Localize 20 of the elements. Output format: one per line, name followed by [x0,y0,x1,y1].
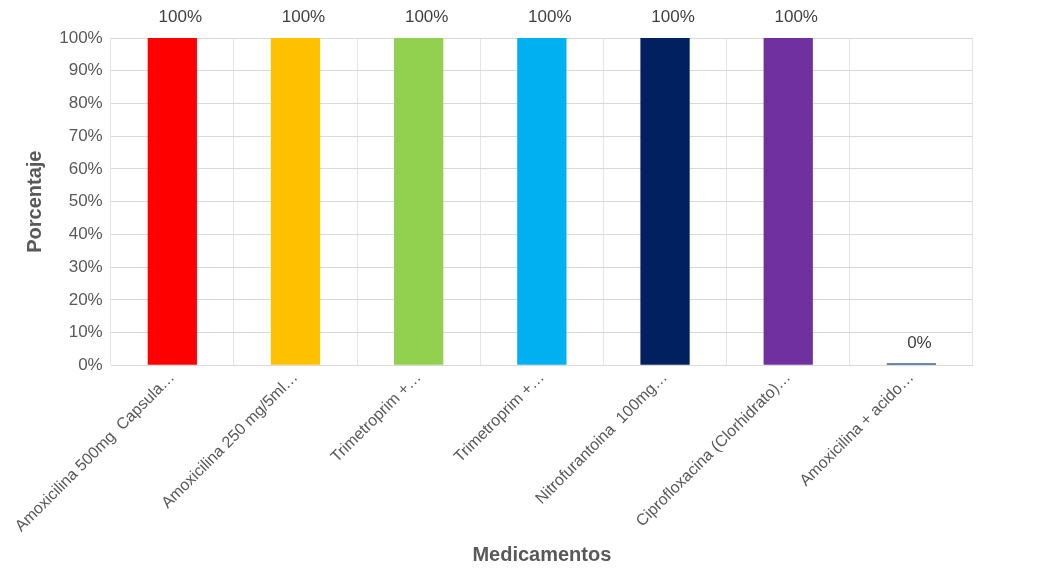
data-label: 100% [528,7,572,27]
data-label: 100% [281,7,326,27]
y-tick-label: 90% [68,60,103,80]
data-label: 100% [158,7,203,27]
y-tick-label: 20% [68,289,103,309]
y-tick-label: 60% [68,158,103,178]
y-tick-label: 50% [68,191,103,211]
y-tick-label: 80% [68,93,103,113]
y-tick-label: 10% [68,322,103,342]
x-axis-title: Medicamentos [472,542,612,565]
data-label: 100% [651,7,695,27]
y-axis-title: Porcentaje [22,150,45,253]
y-tick-label: 70% [68,125,103,145]
data-label: 100% [404,7,449,27]
y-tick-label: 30% [68,256,103,276]
data-label: 0% [907,332,932,352]
y-tick-label: 0% [78,355,103,375]
y-tick-label: 40% [68,224,103,244]
data-label: 100% [774,7,818,27]
y-tick-label: 100% [59,27,103,47]
